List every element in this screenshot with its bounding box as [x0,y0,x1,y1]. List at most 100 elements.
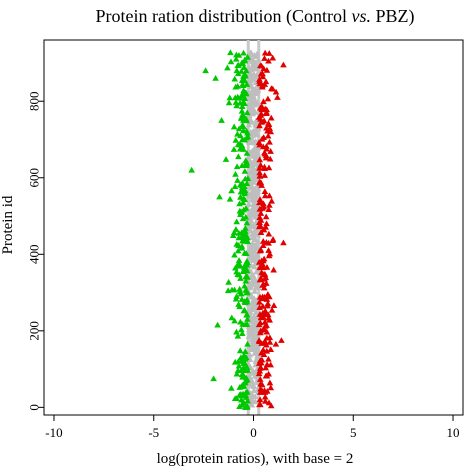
data-point-unchanged [252,138,259,144]
data-point-down-regulated [237,275,244,281]
data-point-unchanged [252,117,260,124]
data-point-up-regulated [260,351,268,358]
data-point-up-regulated [261,387,268,393]
data-point-unchanged [248,234,256,241]
data-point-down-regulated [233,51,240,58]
data-point-up-regulated [262,280,270,286]
data-point-down-regulated [237,132,244,139]
data-point-down-regulated [244,340,251,347]
y-axis-label: Protein id [0,195,16,254]
data-point-down-regulated [243,402,251,409]
data-point-down-regulated [238,145,246,152]
data-point-down-regulated [243,257,251,264]
data-point-down-regulated [235,301,242,307]
data-point-up-regulated [258,103,266,110]
data-point-unchanged [255,56,262,63]
data-point-up-regulated [261,49,269,56]
data-point-down-regulated [224,64,231,71]
y-tick-label: 600 [27,168,42,188]
data-point-down-regulated [240,49,247,56]
data-point-down-regulated [242,205,250,211]
data-point-down-regulated [236,285,243,292]
data-point-down-regulated [234,130,241,137]
data-point-unchanged [253,251,261,258]
data-point-unchanged [251,65,259,72]
data-point-up-regulated [265,230,273,237]
data-point-unchanged [252,193,260,200]
data-point-down-regulated [237,318,244,325]
data-point-down-regulated [240,64,248,71]
data-point-up-regulated [259,260,266,267]
data-point-down-regulated [210,375,217,382]
data-point-up-regulated [263,66,271,73]
data-point-unchanged [248,396,256,403]
data-point-down-regulated [231,251,238,258]
data-point-down-regulated [231,75,239,82]
data-point-down-regulated [235,61,242,68]
data-point-up-regulated [259,281,266,288]
data-point-up-regulated [266,250,274,257]
data-point-down-regulated [243,219,251,226]
data-point-down-regulated [233,163,241,170]
data-point-down-regulated [231,395,239,402]
data-point-up-regulated [267,402,275,409]
data-point-up-regulated [264,300,272,307]
data-point-up-regulated [269,236,277,242]
data-point-unchanged [251,97,259,103]
data-point-down-regulated [236,347,244,354]
data-point-down-regulated [239,179,246,186]
data-point-up-regulated [260,98,267,105]
data-point-down-regulated [239,103,246,110]
data-point-up-regulated [268,85,275,92]
data-point-up-regulated [260,134,267,141]
data-point-down-regulated [237,354,245,361]
data-point-up-regulated [263,220,270,227]
data-point-unchanged [250,387,258,393]
data-point-up-regulated [259,346,267,353]
data-point-down-regulated [234,247,242,254]
data-point-unchanged [253,50,261,57]
data-point-up-regulated [259,237,267,244]
data-point-down-regulated [229,232,237,239]
data-point-up-regulated [263,124,270,131]
data-point-up-regulated [258,62,265,69]
data-point-up-regulated [257,376,264,382]
data-point-up-regulated [274,94,281,100]
data-point-unchanged [248,342,256,349]
data-point-down-regulated [228,314,236,321]
title-part-0: Protein ration distribution (Control [96,6,352,27]
data-point-up-regulated [266,192,273,199]
data-point-up-regulated [256,164,263,171]
data-point-down-regulated [243,311,251,317]
data-point-down-regulated [241,306,248,313]
x-tick-label: 5 [350,425,357,440]
data-point-down-regulated [241,298,249,304]
data-point-down-regulated [234,177,241,183]
data-point-up-regulated [255,139,263,146]
data-point-down-regulated [244,133,252,140]
data-point-unchanged [246,216,254,223]
data-point-up-regulated [256,319,264,326]
data-point-up-regulated [266,334,274,341]
data-point-unchanged [249,304,256,311]
data-point-up-regulated [258,349,265,356]
data-point-up-regulated [267,346,275,353]
data-point-unchanged [245,333,253,340]
x-axis: -10 -5 0 5 10 [45,414,460,440]
data-point-down-regulated [241,196,248,203]
data-point-down-regulated [243,250,250,256]
data-point-up-regulated [272,88,280,95]
data-point-up-regulated [255,337,263,343]
data-point-unchanged [245,201,253,208]
data-point-up-regulated [261,163,268,170]
data-point-up-regulated [265,57,272,64]
x-tick-label: 0 [250,425,257,440]
data-point-down-regulated [235,153,242,160]
data-point-up-regulated [261,55,268,61]
data-point-unchanged [245,350,253,357]
data-point-down-regulated [239,99,247,105]
data-point-down-regulated [230,123,238,130]
data-point-up-regulated [262,213,270,220]
data-point-down-regulated [244,397,251,404]
data-point-down-regulated [235,257,243,263]
